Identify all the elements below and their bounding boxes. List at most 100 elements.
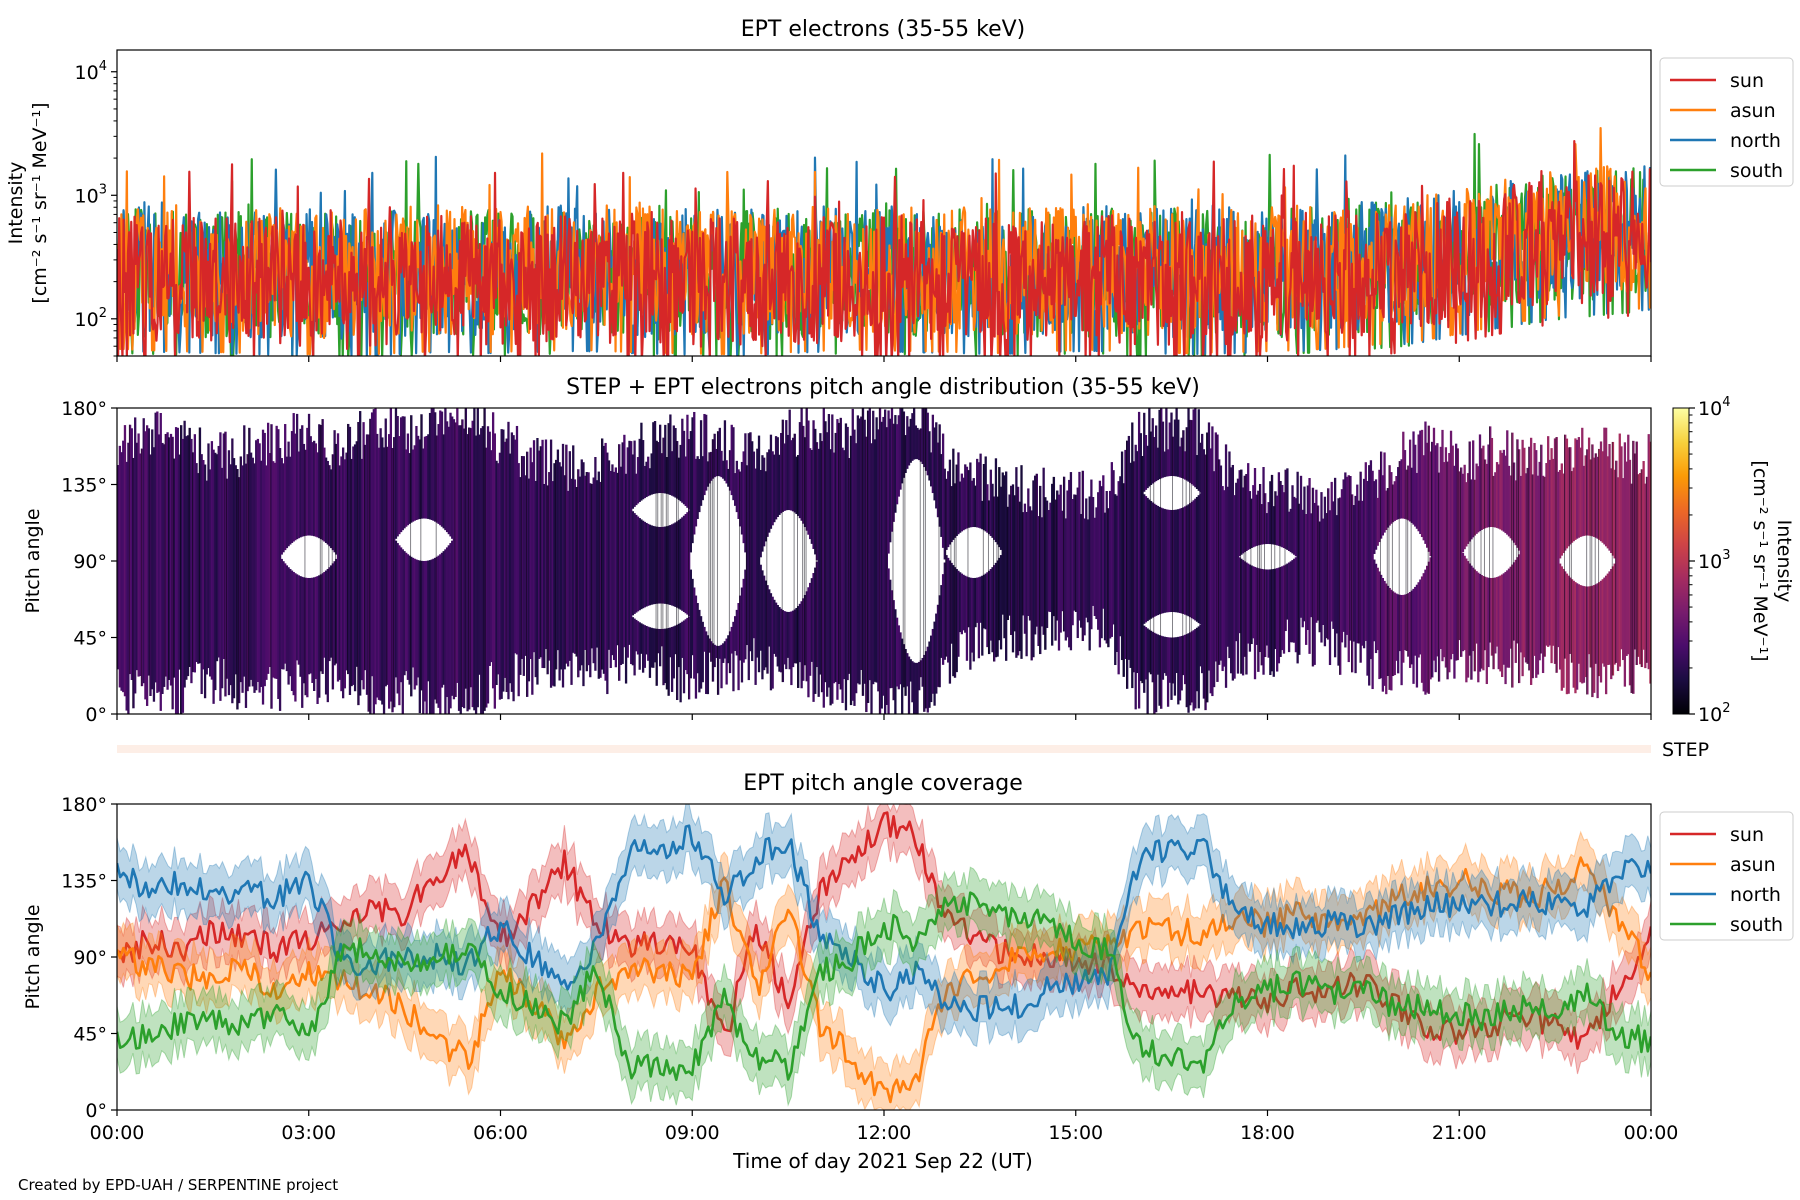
pad-heatmap-cell — [1224, 444, 1228, 688]
pad-heatmap-dark-stripe — [1052, 476, 1054, 617]
pad-heatmap-cell — [1107, 508, 1110, 648]
pad-heatmap-cell — [1335, 515, 1338, 634]
pad-heatmap-cell — [778, 607, 781, 672]
pad-heatmap-cell — [1236, 478, 1240, 674]
pad-heatmap-cell — [1529, 437, 1533, 685]
pad-heatmap-cell — [1424, 421, 1427, 544]
pad-heatmap-cell — [410, 556, 413, 697]
pad-heatmap-cell — [902, 644, 906, 688]
pad-heatmap-dark-stripe — [410, 415, 412, 697]
pad-heatmap-cell — [427, 434, 430, 519]
coverage-y-tick-label: 0° — [85, 1100, 107, 1122]
pad-heatmap-cell — [1272, 506, 1275, 545]
pad-heatmap-cell — [952, 565, 955, 677]
pad-heatmap-cell — [1313, 502, 1316, 665]
pad-heatmap-cell — [1214, 432, 1217, 662]
pad-heatmap-cell — [919, 660, 923, 678]
pad-heatmap-cell — [924, 408, 928, 471]
pad-heatmap-cell — [403, 551, 406, 676]
pad-heatmap-cell — [1611, 566, 1615, 676]
pad-heatmap-cell — [1601, 579, 1604, 664]
pad-heatmap-cell — [820, 441, 824, 693]
pad-heatmap-cell — [785, 611, 788, 670]
pad-heatmap-cell — [895, 617, 899, 687]
pad-heatmap-cell — [1141, 456, 1144, 684]
pad-heatmap-cell — [1570, 471, 1574, 543]
pad-heatmap-cell — [1148, 499, 1151, 620]
pad-heatmap-cell — [1120, 451, 1124, 661]
pad-heatmap-cell — [1349, 476, 1352, 641]
pad-heatmap-dark-stripe — [464, 408, 466, 689]
pad-heatmap-cell — [885, 427, 888, 705]
pad-heatmap-cell — [727, 468, 730, 487]
pad-heatmap-cell — [161, 442, 164, 694]
pad-heatmap-cell — [791, 610, 795, 668]
pad-heatmap-cell — [1098, 480, 1102, 648]
pad-heatmap-cell — [1368, 465, 1371, 686]
pad-heatmap-cell — [1081, 470, 1085, 641]
pad-heatmap-cell — [1403, 594, 1407, 651]
pad-heatmap-cell — [1511, 564, 1514, 688]
pad-heatmap-dark-stripe — [469, 428, 471, 688]
pad-heatmap-cell — [357, 421, 360, 706]
pad-heatmap-cell — [979, 576, 982, 623]
pad-heatmap-cell — [1524, 473, 1528, 663]
pad-heatmap-cell — [728, 631, 732, 674]
pad-heatmap-cell — [691, 417, 694, 544]
pad-heatmap-cell — [1502, 449, 1506, 532]
pad-heatmap-cell — [1504, 455, 1507, 534]
pad-heatmap-cell — [1376, 567, 1379, 651]
pad-heatmap-cell — [1074, 494, 1078, 612]
pad-heatmap-cell — [907, 656, 911, 714]
pad-heatmap-dark-stripe — [420, 414, 422, 691]
pad-heatmap-cell — [1584, 586, 1587, 678]
pad-heatmap-cell — [510, 432, 514, 692]
pad-heatmap-cell — [352, 446, 355, 685]
pad-heatmap-dark-stripe — [1518, 449, 1519, 684]
pad-heatmap-cell — [1189, 419, 1192, 483]
pad-heatmap-cell — [1243, 561, 1246, 657]
pad-heatmap-cell — [1166, 509, 1170, 613]
pad-heatmap-cell — [544, 439, 548, 650]
pad-heatmap-dark-stripe — [824, 421, 826, 683]
pad-heatmap-cell — [481, 426, 485, 714]
pad-heatmap-cell — [1173, 419, 1177, 477]
pad-heatmap-cell — [193, 434, 196, 673]
pad-heatmap-dark-stripe — [132, 457, 134, 709]
pad-heatmap-dark-stripe — [1589, 459, 1591, 668]
pad-heatmap-cell — [1390, 589, 1393, 691]
pad-heatmap-cell — [1011, 484, 1015, 653]
pad-heatmap-cell — [210, 441, 214, 680]
pad-heatmap-cell — [1165, 637, 1168, 676]
pad-heatmap-dark-stripe — [987, 500, 989, 655]
pad-heatmap-cell — [1296, 471, 1299, 664]
pad-heatmap-dark-stripe — [248, 427, 250, 687]
pad-heatmap-cell — [580, 459, 583, 666]
pad-heatmap-cell — [694, 595, 698, 699]
pad-heatmap-cell — [749, 432, 752, 652]
pad-heatmap-cell — [147, 428, 150, 676]
pad-heatmap-cell — [1192, 409, 1195, 486]
pad-heatmap-cell — [1647, 434, 1650, 670]
pad-heatmap-dark-stripe — [861, 408, 863, 696]
pad-heatmap-cell — [1146, 445, 1149, 489]
pad-heatmap-cell — [539, 446, 542, 658]
pad-heatmap-dark-stripe — [565, 444, 567, 664]
pad-heatmap-cell — [1020, 465, 1023, 659]
pad-heatmap-cell — [117, 465, 120, 670]
pad-heatmap-cell — [1093, 517, 1096, 617]
pad-heatmap-cell — [324, 457, 328, 543]
pad-heatmap-cell — [703, 413, 706, 496]
pad-heatmap-cell — [950, 486, 953, 543]
pad-heatmap-dark-stripe — [892, 423, 894, 701]
pad-heatmap-dark-stripe — [904, 435, 906, 696]
pad-heatmap-cell — [1502, 573, 1506, 665]
pad-heatmap-cell — [464, 408, 468, 689]
pad-heatmap-cell — [140, 448, 144, 687]
pad-heatmap-cell — [941, 574, 945, 665]
legend-label-south: south — [1730, 914, 1783, 936]
pad-heatmap-cell — [128, 424, 132, 675]
pad-heatmap-cell — [1201, 433, 1204, 674]
pad-heatmap-cell — [938, 595, 941, 688]
pad-heatmap-cell — [647, 456, 650, 497]
